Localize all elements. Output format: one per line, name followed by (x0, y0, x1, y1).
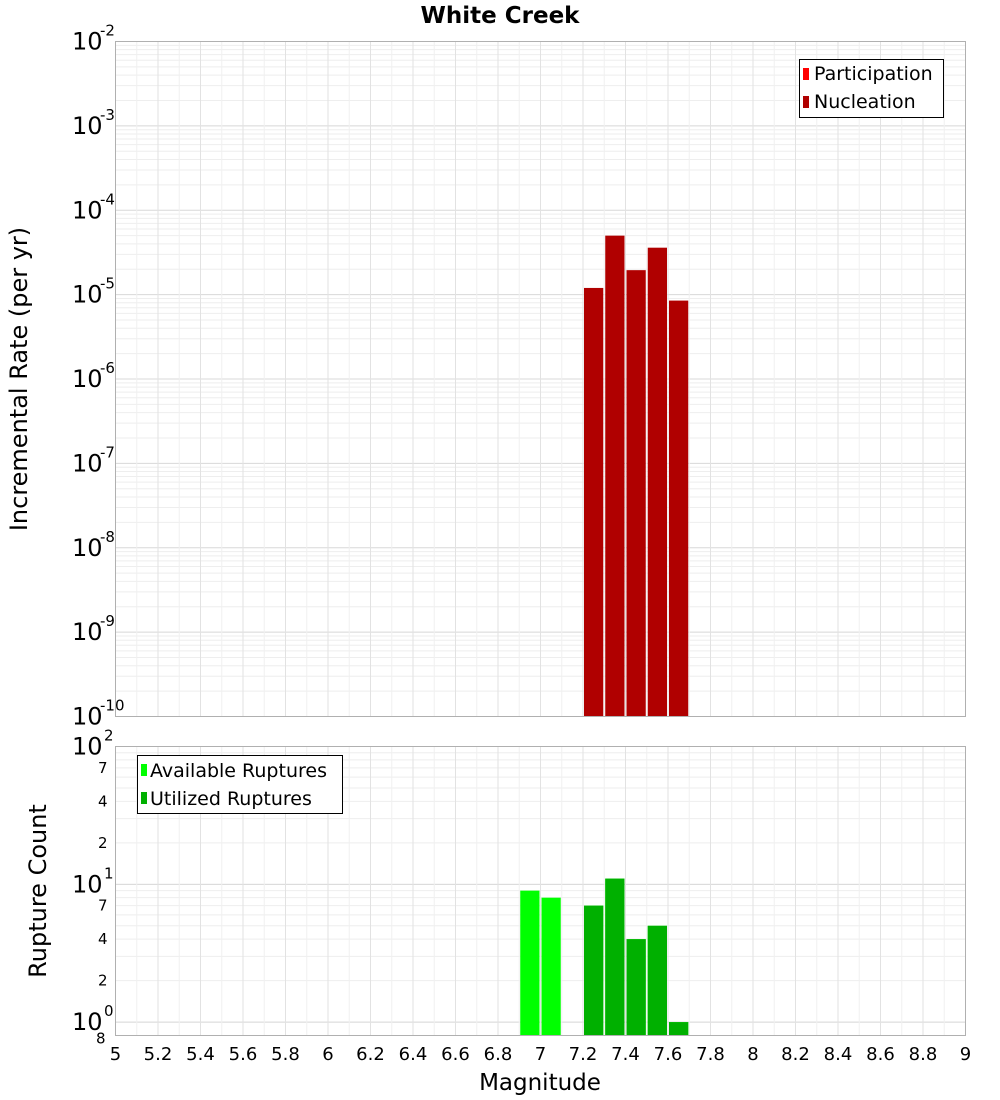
bottom-y-minor-tick-label: 7 (98, 759, 108, 777)
top-y-tick-base: 10 (72, 112, 103, 140)
bar-utilized-ruptures (584, 905, 604, 1036)
top-y-axis-label: Incremental Rate (per yr) (5, 227, 33, 531)
x-tick-label: 5.2 (144, 1044, 173, 1065)
bottom-y-tick-base: 10 (72, 870, 103, 898)
x-tick-label: 8.2 (781, 1044, 810, 1065)
bottom-y-minor-tick-label: 2 (98, 972, 108, 990)
x-axis-label: Magnitude (479, 1070, 601, 1096)
chart-title: White Creek (421, 3, 581, 29)
top-y-tick-base: 10 (72, 196, 103, 224)
bottom-y-tick-base: 10 (72, 733, 103, 761)
bottom-y-axis-label: Rupture Count (24, 804, 52, 978)
legend-swatch-available (141, 764, 147, 776)
x-tick-label: 6.6 (441, 1044, 470, 1065)
top-legend: Participation Nucleation (799, 59, 944, 118)
bottom-y-minor-tick-label: 8 (96, 1030, 106, 1048)
top-y-tick-base: 10 (72, 281, 103, 309)
bottom-y-tick-base: 10 (72, 1008, 103, 1036)
x-tick-label: 8.4 (824, 1044, 853, 1065)
bottom-plot-border (115, 746, 966, 1036)
bottom-y-tick-exponent: 2 (104, 727, 114, 745)
bar-utilized-ruptures (626, 939, 646, 1036)
legend-label-nucleation: Nucleation (814, 91, 916, 113)
top-panel: 10-210-310-410-510-610-710-810-910-10 In… (5, 22, 966, 731)
top-y-tick-exponent: -3 (100, 106, 115, 124)
bar-nucleation (647, 247, 667, 717)
bar-utilized-ruptures (669, 1022, 689, 1036)
top-legend-box (799, 59, 944, 118)
top-y-tick-exponent: -4 (100, 190, 115, 208)
x-tick-label: 7.6 (654, 1044, 683, 1065)
top-y-tick-base: 10 (72, 618, 103, 646)
top-y-tick-base: 10 (72, 28, 103, 56)
x-tick-label: 6.8 (484, 1044, 513, 1065)
x-tick-label: 6 (322, 1044, 333, 1065)
x-tick-label: 7.2 (569, 1044, 598, 1065)
bottom-y-tick-exponent: 1 (104, 864, 114, 882)
legend-swatch-participation (803, 68, 809, 80)
x-tick-label: 6.4 (399, 1044, 428, 1065)
top-plot-border (115, 41, 966, 717)
top-y-tick-base: 10 (72, 703, 103, 731)
top-y-tick-base: 10 (72, 534, 103, 562)
top-y-tick-exponent: -10 (100, 697, 125, 715)
bar-available-ruptures (520, 890, 540, 1036)
x-tick-label: 7 (535, 1044, 546, 1065)
bar-nucleation (669, 300, 689, 717)
bottom-y-tick-exponent: 0 (104, 1002, 114, 1020)
bottom-grid (115, 746, 966, 1036)
top-y-tick-exponent: -7 (100, 443, 115, 461)
bottom-legend-box (137, 755, 343, 814)
top-y-tick-exponent: -2 (100, 22, 115, 40)
legend-swatch-nucleation (803, 96, 809, 108)
bar-nucleation (584, 287, 604, 717)
bottom-bars (520, 878, 689, 1036)
bar-nucleation (605, 235, 625, 717)
top-y-tick-exponent: -9 (100, 612, 115, 630)
x-tick-label: 8.6 (866, 1044, 895, 1065)
bar-utilized-ruptures (605, 878, 625, 1036)
bottom-y-minor-tick-label: 7 (98, 897, 108, 915)
bottom-y-minor-tick-label: 2 (98, 834, 108, 852)
top-grid (115, 41, 966, 717)
legend-label-available: Available Ruptures (150, 760, 327, 782)
legend-label-participation: Participation (814, 63, 933, 85)
x-tick-label: 7.8 (696, 1044, 725, 1065)
bar-utilized-ruptures (647, 925, 667, 1036)
bottom-y-minor-tick-label: 4 (98, 792, 108, 810)
top-y-tick-exponent: -6 (100, 359, 115, 377)
bottom-y-minor-tick-label: 4 (98, 930, 108, 948)
x-tick-label: 6.2 (356, 1044, 385, 1065)
bar-available-ruptures (541, 897, 561, 1036)
bar-nucleation (626, 270, 646, 717)
x-ticks: 5 5.2 5.4 5.6 5.8 6 6.2 6.4 6.6 6.8 7 7.2 7.4 7.6 7.8 8… (110, 1044, 971, 1065)
top-y-tick-exponent: -5 (100, 275, 115, 293)
legend-swatch-utilized (141, 792, 147, 804)
top-y-tick-base: 10 (72, 365, 103, 393)
top-y-ticks: 10-210-310-410-510-610-710-810-910-10 (72, 22, 125, 731)
x-tick-label: 9 (960, 1044, 971, 1065)
legend-label-utilized: Utilized Ruptures (150, 788, 312, 810)
x-tick-label: 8 (747, 1044, 758, 1065)
x-tick-label: 8.8 (909, 1044, 938, 1065)
bottom-legend: Available Ruptures Utilized Ruptures (137, 755, 343, 814)
x-tick-label: 5.6 (229, 1044, 258, 1065)
top-y-tick-exponent: -8 (100, 528, 115, 546)
top-y-tick-base: 10 (72, 449, 103, 477)
x-tick-label: 7.4 (611, 1044, 640, 1065)
top-bars (584, 235, 689, 717)
x-tick-label: 5 (110, 1044, 121, 1065)
x-tick-label: 5.8 (271, 1044, 300, 1065)
x-tick-label: 5.4 (186, 1044, 215, 1065)
